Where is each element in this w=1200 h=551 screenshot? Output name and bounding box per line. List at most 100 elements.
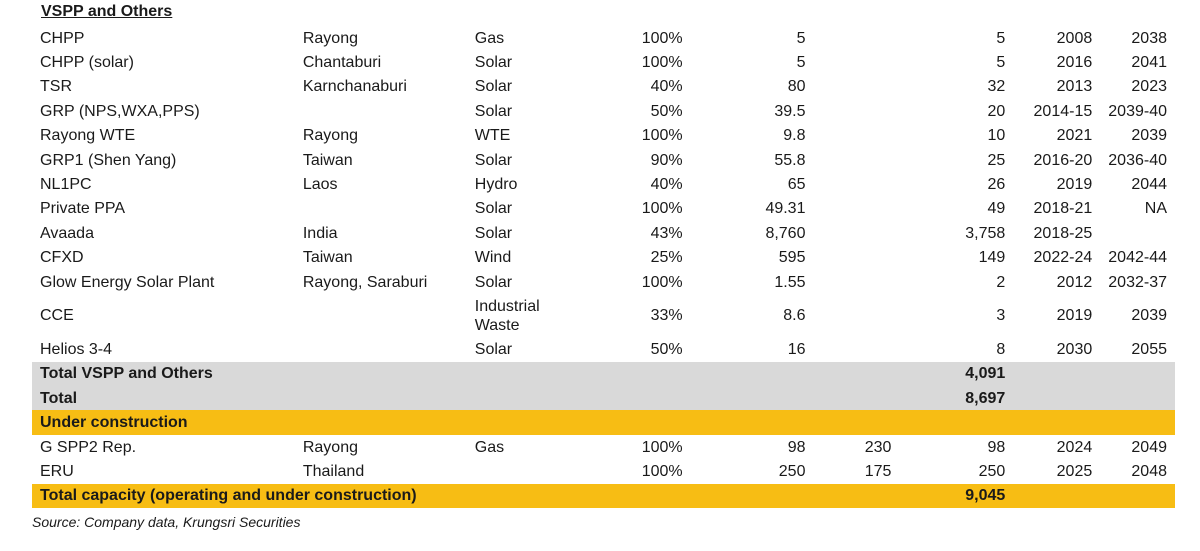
extra-capacity bbox=[813, 26, 899, 50]
table-row: G SPP2 Rep. Rayong Gas 100% 98 230 98 20… bbox=[32, 435, 1175, 459]
section-title: VSPP and Others bbox=[41, 3, 173, 20]
fuel-type: Wind bbox=[474, 249, 512, 267]
project-name: Private PPA bbox=[40, 200, 126, 218]
extra-capacity: 230 bbox=[864, 438, 892, 456]
capacity: 80 bbox=[787, 78, 806, 96]
share: 100% bbox=[641, 29, 683, 47]
project-name: Avaada bbox=[40, 224, 94, 242]
cod-year: 2018-21 bbox=[1033, 200, 1093, 218]
table-row: CFXD Taiwan Wind 25% 595 149 2022-24 204… bbox=[32, 246, 1175, 270]
extra-capacity bbox=[813, 172, 899, 196]
total-row: Total 8,697 bbox=[32, 386, 1175, 411]
blank-cell bbox=[1013, 386, 1101, 411]
expiry-year: 2039 bbox=[1131, 127, 1167, 145]
location bbox=[295, 197, 467, 221]
share: 40% bbox=[650, 176, 683, 194]
location bbox=[295, 337, 467, 361]
fuel-type: WTE bbox=[474, 127, 511, 145]
share: 100% bbox=[641, 200, 683, 218]
share: 50% bbox=[650, 102, 683, 120]
total-label: Total bbox=[32, 386, 900, 411]
capacity: 98 bbox=[787, 438, 806, 456]
total-capacity-row: Total capacity (operating and under cons… bbox=[32, 483, 1175, 509]
expiry-year: 2036-40 bbox=[1108, 151, 1167, 169]
location: Rayong bbox=[302, 29, 358, 47]
equity-capacity: 20 bbox=[987, 102, 1006, 120]
extra-capacity bbox=[813, 337, 899, 361]
location bbox=[295, 294, 467, 337]
extra-capacity bbox=[813, 75, 899, 99]
equity-capacity: 149 bbox=[978, 249, 1006, 267]
capacity: 250 bbox=[778, 462, 806, 480]
fuel-type: Solar bbox=[474, 102, 513, 120]
project-name: CCE bbox=[40, 307, 74, 325]
capacity: 5 bbox=[796, 29, 806, 47]
project-name: CHPP (solar) bbox=[40, 54, 134, 72]
project-name: CHPP bbox=[40, 29, 85, 47]
location bbox=[295, 99, 467, 123]
expiry-year: 2044 bbox=[1131, 176, 1167, 194]
cod-year: 2030 bbox=[1056, 340, 1093, 358]
blank-cell bbox=[1100, 386, 1175, 411]
share: 33% bbox=[650, 307, 683, 325]
capacity: 55.8 bbox=[774, 151, 806, 169]
cod-year: 2021 bbox=[1056, 127, 1093, 145]
expiry-year: 2039 bbox=[1131, 307, 1167, 325]
total-vspp-row: Total VSPP and Others 4,091 bbox=[32, 361, 1175, 387]
project-name: CFXD bbox=[40, 249, 84, 267]
extra-capacity bbox=[813, 246, 899, 270]
expiry-year: 2041 bbox=[1131, 54, 1167, 72]
equity-capacity: 5 bbox=[996, 54, 1006, 72]
extra-capacity bbox=[813, 294, 899, 337]
fuel-type: Solar bbox=[474, 273, 513, 291]
equity-capacity: 32 bbox=[987, 78, 1006, 96]
equity-capacity: 3,758 bbox=[965, 224, 1006, 242]
expiry-year: NA bbox=[1144, 200, 1167, 218]
share: 40% bbox=[650, 78, 683, 96]
expiry-year: 2048 bbox=[1131, 462, 1167, 480]
extra-capacity bbox=[813, 99, 899, 123]
capacity-table: CHPP Rayong Gas 100% 5 5 2008 2038 CHPP … bbox=[32, 26, 1175, 509]
capacity: 5 bbox=[796, 54, 806, 72]
location: Rayong bbox=[302, 438, 358, 456]
expiry-year: 2042-44 bbox=[1108, 249, 1167, 267]
cod-year: 2019 bbox=[1056, 307, 1093, 325]
total-capacity-value: 9,045 bbox=[899, 483, 1014, 509]
extra-capacity bbox=[813, 221, 899, 245]
fuel-type: Hydro bbox=[474, 176, 518, 194]
equity-capacity: 8 bbox=[996, 340, 1006, 358]
equity-capacity: 5 bbox=[996, 29, 1006, 47]
project-name: ERU bbox=[40, 462, 74, 480]
table-row: Rayong WTE Rayong WTE 100% 9.8 10 2021 2… bbox=[32, 124, 1175, 148]
cod-year: 2016-20 bbox=[1033, 151, 1093, 169]
capacity: 16 bbox=[787, 340, 806, 358]
cod-year: 2013 bbox=[1056, 78, 1093, 96]
project-name: TSR bbox=[40, 78, 72, 96]
under-construction-header: Under construction bbox=[32, 410, 1175, 435]
blank-cell bbox=[1100, 361, 1175, 387]
cod-year: 2016 bbox=[1056, 54, 1093, 72]
table-row: ERU Thailand 100% 250 175 250 2025 2048 bbox=[32, 459, 1175, 483]
location: Laos bbox=[302, 176, 338, 194]
fuel-type: Solar bbox=[474, 224, 513, 242]
cod-year: 2018-25 bbox=[1033, 224, 1093, 242]
project-name: GRP1 (Shen Yang) bbox=[40, 151, 177, 169]
table-row: NL1PC Laos Hydro 40% 65 26 2019 2044 bbox=[32, 172, 1175, 196]
location: Karnchanaburi bbox=[302, 78, 407, 96]
share: 100% bbox=[641, 273, 683, 291]
project-name: G SPP2 Rep. bbox=[40, 438, 137, 456]
total-capacity-label: Total capacity (operating and under cons… bbox=[32, 483, 900, 509]
capacity: 49.31 bbox=[765, 200, 806, 218]
table-row: Helios 3-4 Solar 50% 16 8 2030 2055 bbox=[32, 337, 1175, 361]
share: 90% bbox=[650, 151, 683, 169]
expiry-year: 2039-40 bbox=[1108, 102, 1167, 120]
location: Taiwan bbox=[302, 249, 353, 267]
capacity: 39.5 bbox=[774, 102, 806, 120]
share: 100% bbox=[641, 438, 683, 456]
cod-year: 2024 bbox=[1056, 438, 1093, 456]
fuel-type bbox=[467, 459, 602, 483]
capacity: 8.6 bbox=[783, 307, 806, 325]
total-vspp-value: 4,091 bbox=[899, 361, 1014, 387]
location: Chantaburi bbox=[302, 54, 382, 72]
table-row: Avaada India Solar 43% 8,760 3,758 2018-… bbox=[32, 221, 1175, 245]
